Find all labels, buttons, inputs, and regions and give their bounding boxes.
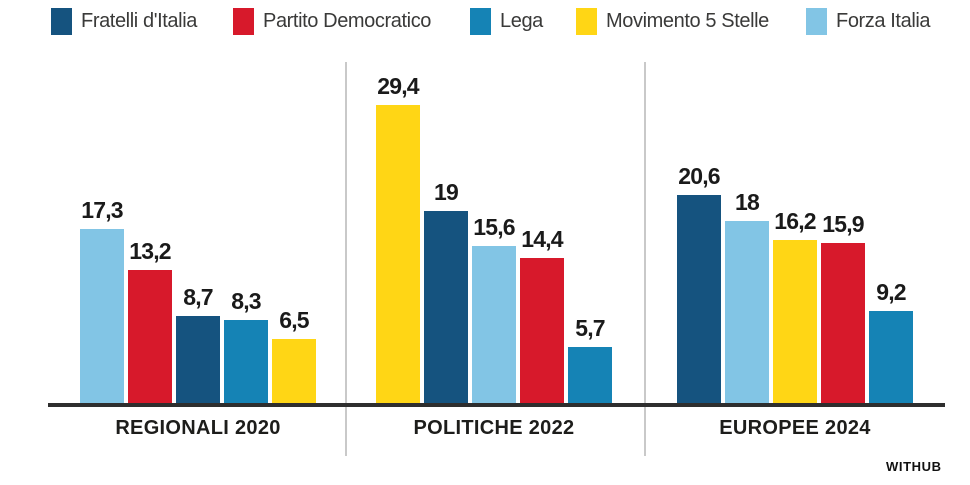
legend-label: Forza Italia: [836, 10, 931, 32]
bar-group-europee-2024: 20,6 18 16,2 15,9 9,2: [677, 0, 913, 405]
bar-politiche-2022-lega: [568, 347, 612, 405]
bar-value-label: 19: [434, 179, 459, 205]
bar-value-label: 15,6: [473, 214, 515, 240]
bar-europee-2024-partito-democratico: [821, 243, 865, 405]
legend-swatch-partito-democratico: [233, 8, 254, 35]
x-axis-line: [48, 403, 945, 407]
bar-politiche-2022-forza-italia: [472, 246, 516, 405]
bar-regionali-2020-fratelli-d-italia: [176, 316, 220, 405]
legend-swatch-forza-italia: [806, 8, 827, 35]
bar-politiche-2022-fratelli-d-italia: [424, 211, 468, 405]
bar-value-label: 15,9: [822, 211, 864, 237]
bar-regionali-2020-movimento-5-stelle: [272, 339, 316, 405]
bar-europee-2024-forza-italia: [725, 221, 769, 405]
section-divider-right: [644, 62, 646, 456]
credit-logo: WITHUB: [886, 459, 942, 474]
bar-value-label: 8,7: [183, 284, 213, 310]
group-label-regionali-2020: REGIONALI 2020: [115, 417, 281, 439]
bar-value-label: 8,3: [231, 288, 261, 314]
bar-value-label: 9,2: [876, 279, 906, 305]
bar-value-label: 13,2: [129, 238, 171, 264]
bar-group-regionali-2020: 17,3 13,2 8,7 8,3 6,5: [80, 0, 316, 405]
legend-item-movimento-5-stelle: Movimento 5 Stelle: [576, 8, 769, 35]
section-divider-left: [345, 62, 347, 456]
bar-value-label: 29,4: [377, 73, 419, 99]
legend-swatch-movimento-5-stelle: [576, 8, 597, 35]
legend-swatch-fratelli-d-italia: [51, 8, 72, 35]
bar-europee-2024-movimento-5-stelle: [773, 240, 817, 405]
bar-politiche-2022-movimento-5-stelle: [376, 105, 420, 405]
bar-europee-2024-fratelli-d-italia: [677, 195, 721, 405]
bar-value-label: 17,3: [81, 197, 123, 223]
bar-value-label: 5,7: [575, 315, 605, 341]
legend-label: Movimento 5 Stelle: [606, 10, 769, 32]
bar-value-label: 18: [735, 189, 760, 215]
bar-regionali-2020-partito-democratico: [128, 270, 172, 405]
bar-value-label: 20,6: [678, 163, 720, 189]
bar-value-label: 6,5: [279, 307, 309, 333]
bar-politiche-2022-partito-democratico: [520, 258, 564, 405]
bar-regionali-2020-forza-italia: [80, 229, 124, 405]
legend-swatch-lega: [470, 8, 491, 35]
legend: Fratelli d'Italia Partito Democratico Lega…: [0, 0, 970, 46]
legend-label: Lega: [500, 10, 543, 32]
legend-item-fratelli-d-italia: Fratelli d'Italia: [51, 8, 197, 35]
bar-group-politiche-2022: 29,4 19 15,6 14,4 5,7: [376, 0, 612, 405]
legend-item-lega: Lega: [470, 8, 543, 35]
bar-europee-2024-lega: [869, 311, 913, 405]
bar-value-label: 16,2: [774, 208, 816, 234]
bar-regionali-2020-lega: [224, 320, 268, 405]
group-label-europee-2024: EUROPEE 2024: [719, 417, 871, 439]
bar-value-label: 14,4: [521, 226, 563, 252]
legend-label: Fratelli d'Italia: [81, 10, 197, 32]
legend-item-partito-democratico: Partito Democratico: [233, 8, 431, 35]
legend-label: Partito Democratico: [263, 10, 432, 32]
group-label-politiche-2022: POLITICHE 2022: [413, 417, 575, 439]
legend-item-forza-italia: Forza Italia: [806, 8, 931, 35]
